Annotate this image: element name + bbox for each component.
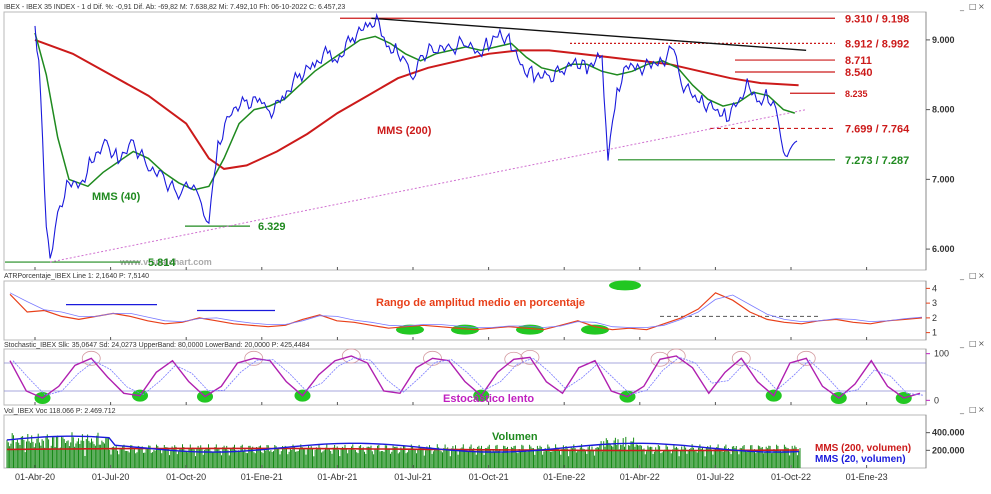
stochastic-panel: Estocástico lento 100 0 <box>4 348 949 405</box>
window-button: × <box>978 405 985 414</box>
volume-moving-averages <box>6 435 800 453</box>
volume-mms200 <box>7 447 800 452</box>
level-label: 8.235 <box>845 89 868 99</box>
price-y-tick-label: 7.000 <box>932 174 955 184</box>
atr-y-axis: 4 3 2 1 <box>926 283 937 338</box>
atr-highlight <box>609 280 641 291</box>
atr-title: Rango de amplitud medio en porcentaje <box>376 297 585 309</box>
window-button: □ <box>969 405 977 414</box>
mms200-label: MMS (200) <box>377 125 432 137</box>
level-label: 5.814 <box>148 257 176 269</box>
level-label: 7.699 / 7.764 <box>845 123 910 135</box>
x-tick-label: 01-Abr-22 <box>620 472 660 482</box>
level-label: 8.912 / 8.992 <box>845 38 909 50</box>
atr-y-tick-label: 1 <box>932 328 937 338</box>
overbought-highlight <box>244 350 264 366</box>
stochastic-y-tick-label: 0 <box>934 395 939 405</box>
atr-series <box>9 292 923 331</box>
trendline <box>371 17 807 52</box>
overbought-highlight <box>341 348 361 364</box>
volume-mms20 <box>6 435 800 453</box>
stochastic-y-axis: 100 0 <box>926 349 949 405</box>
atr-highlight <box>581 324 609 335</box>
x-tick-label: 01-Ene-21 <box>241 472 283 482</box>
price-panel: www.visualchart.com 9.310 / 9.198 8.912 /… <box>5 12 955 269</box>
price-series <box>34 12 799 259</box>
atr-y-tick-label: 3 <box>932 298 937 308</box>
price-y-tick-label: 6.000 <box>932 244 955 254</box>
level-label: 9.310 / 9.198 <box>845 13 909 25</box>
window-button: _ <box>959 271 965 280</box>
atr-y-tick-label: 4 <box>932 283 937 293</box>
watermark: www.visualchart.com <box>119 257 212 267</box>
x-tick-label: 01-Oct-21 <box>469 472 509 482</box>
stochastic-signal-line <box>12 356 924 396</box>
volume-y-tick-label: 400.000 <box>932 428 965 438</box>
x-tick-label: 01-Ene-23 <box>846 472 888 482</box>
volume-bars <box>6 432 801 468</box>
stochastic-markers <box>4 348 926 404</box>
x-axis: 01-Abr-20 01-Jul-20 01-Oct-20 01-Ene-21 01-A… <box>15 267 888 482</box>
mms40-label: MMS (40) <box>92 191 141 203</box>
volume-title: Volumen <box>492 431 538 443</box>
window-button: _ <box>959 2 965 11</box>
x-tick-label: 01-Jul-20 <box>92 472 130 482</box>
window-button: × <box>978 2 985 11</box>
legend-mms20-volumen: MMS (20, volumen) <box>815 454 906 465</box>
overbought-highlight <box>796 350 816 366</box>
price-y-tick-label: 9.000 <box>932 35 955 45</box>
x-tick-label: 01-Oct-20 <box>166 472 206 482</box>
window-button: _ <box>959 339 965 348</box>
overbought-highlight <box>81 350 101 366</box>
overbought-highlight <box>504 351 524 367</box>
window-button: □ <box>969 2 977 11</box>
window-button: _ <box>959 405 965 414</box>
series-line <box>34 32 796 191</box>
x-tick-label: 01-Ene-22 <box>543 472 585 482</box>
window-button: □ <box>969 271 977 280</box>
atr-signal-line <box>9 292 923 328</box>
atr-panel: Rango de amplitud medio en porcentaje 4 3… <box>9 280 937 338</box>
stochastic-panel-header: Stochastic_IBEX Slk: 35,0647 Sd: 24,0273… <box>4 342 310 349</box>
volume-panel-header: Vol_IBEX Voc 118.066 P: 2.469.712 <box>4 408 116 415</box>
window-button: □ <box>969 339 977 348</box>
x-tick-label: 01-Oct-22 <box>771 472 811 482</box>
level-label: 6.329 <box>258 221 286 233</box>
volume-y-axis: 400.000 200.000 <box>926 428 965 455</box>
atr-line <box>9 292 923 331</box>
price-panel-header: IBEX - IBEX 35 INDEX - 1 d Dif. %: -0,91… <box>4 4 345 11</box>
atr-panel-header: ATRPorcentaje_IBEX Line 1: 2,1640 P: 7,5… <box>4 273 149 280</box>
trendline <box>50 109 807 263</box>
overbought-highlight <box>666 348 686 364</box>
level-label: 8.540 <box>845 67 873 79</box>
x-tick-label: 01-Abr-20 <box>15 472 55 482</box>
level-label: 7.273 / 7.287 <box>845 155 909 167</box>
legend-mms200-volumen: MMS (200, volumen) <box>815 443 911 454</box>
series-line <box>34 12 798 259</box>
volume-y-tick-label: 200.000 <box>932 445 965 455</box>
price-trendlines <box>50 17 807 263</box>
panel-window-buttons: _ □ ×_ □ ×_ □ ×_ □ × <box>959 2 985 414</box>
overbought-highlight <box>520 349 540 365</box>
panel-frames <box>3 11 927 469</box>
window-button: × <box>978 271 985 280</box>
atr-y-tick-label: 2 <box>932 313 937 323</box>
stochastic-series <box>9 355 924 399</box>
volume-panel: Volumen MMS (200, volumen) MMS (20, volu… <box>6 428 965 468</box>
window-button: × <box>978 339 985 348</box>
x-tick-label: 01-Jul-21 <box>394 472 432 482</box>
x-tick-label: 01-Abr-21 <box>317 472 357 482</box>
price-y-axis: 9.000 8.000 7.000 6.000 <box>926 35 955 254</box>
stochastic-line <box>9 355 921 399</box>
overbought-highlight <box>650 351 670 367</box>
x-tick-label: 01-Jul-22 <box>697 472 735 482</box>
level-label: 8.711 <box>845 55 872 67</box>
stochastic-y-tick-label: 100 <box>934 349 949 359</box>
price-y-tick-label: 8.000 <box>932 105 955 115</box>
stochastic-title: Estocástico lento <box>443 393 534 405</box>
overbought-highlight <box>731 350 751 366</box>
